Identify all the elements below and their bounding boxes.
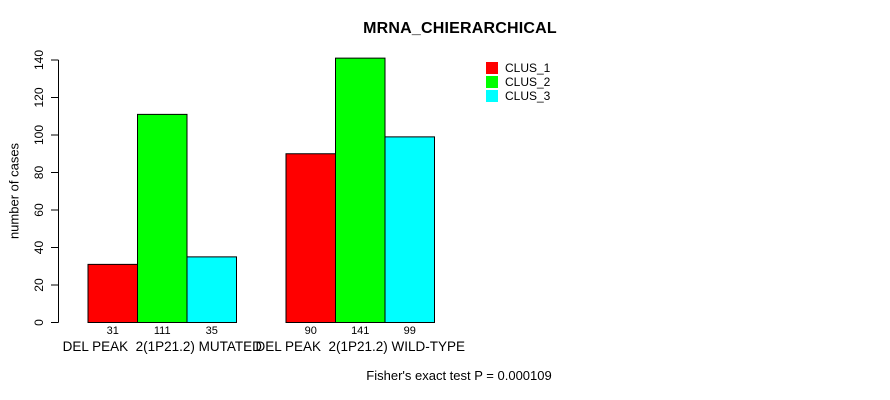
bar-value-label: 141 <box>351 325 369 337</box>
y-tick-label: 20 <box>32 278 46 292</box>
bar-clus_3-group1 <box>186 256 237 323</box>
legend-label: CLUS_3 <box>505 89 551 103</box>
legend-item-clus_2: CLUS_2 <box>486 75 550 89</box>
bar-clus_2-group2 <box>335 57 386 323</box>
category-label: DEL PEAK 2(1P21.2) WILD-TYPE <box>255 339 465 354</box>
y-tick-label: 0 <box>32 319 46 326</box>
legend-swatch-clus_2 <box>486 76 498 88</box>
bar-value-label: 90 <box>305 325 317 337</box>
bar-value-label: 99 <box>404 325 416 337</box>
legend-item-clus_3: CLUS_3 <box>486 89 550 103</box>
legend: CLUS_1 CLUS_2 CLUS_3 <box>486 61 550 103</box>
bar-clus_1-group2 <box>285 153 336 323</box>
bar-clus_3-group2 <box>384 136 435 323</box>
legend-swatch-clus_3 <box>486 90 498 102</box>
bar-clus_2-group1 <box>137 113 188 323</box>
legend-label: CLUS_2 <box>505 75 551 89</box>
legend-label: CLUS_1 <box>505 61 551 75</box>
bar-value-label: 111 <box>154 325 171 337</box>
chart-title: MRNA_CHIERARCHICAL <box>363 20 557 37</box>
category-label: DEL PEAK 2(1P21.2) MUTATED <box>63 339 263 354</box>
y-tick-label: 140 <box>32 50 46 70</box>
fisher-test-annotation: Fisher's exact test P = 0.000109 <box>366 368 552 383</box>
bar-value-label: 31 <box>107 325 119 337</box>
y-tick-label: 60 <box>32 203 46 217</box>
y-tick-label: 40 <box>32 241 46 255</box>
legend-item-clus_1: CLUS_1 <box>486 61 550 75</box>
y-tick-label: 120 <box>32 87 46 107</box>
bar-clus_1-group1 <box>87 263 138 323</box>
bar-value-label: 35 <box>206 325 218 337</box>
y-tick-label: 80 <box>32 166 46 180</box>
y-tick-label: 100 <box>32 125 46 145</box>
legend-swatch-clus_1 <box>486 62 498 74</box>
